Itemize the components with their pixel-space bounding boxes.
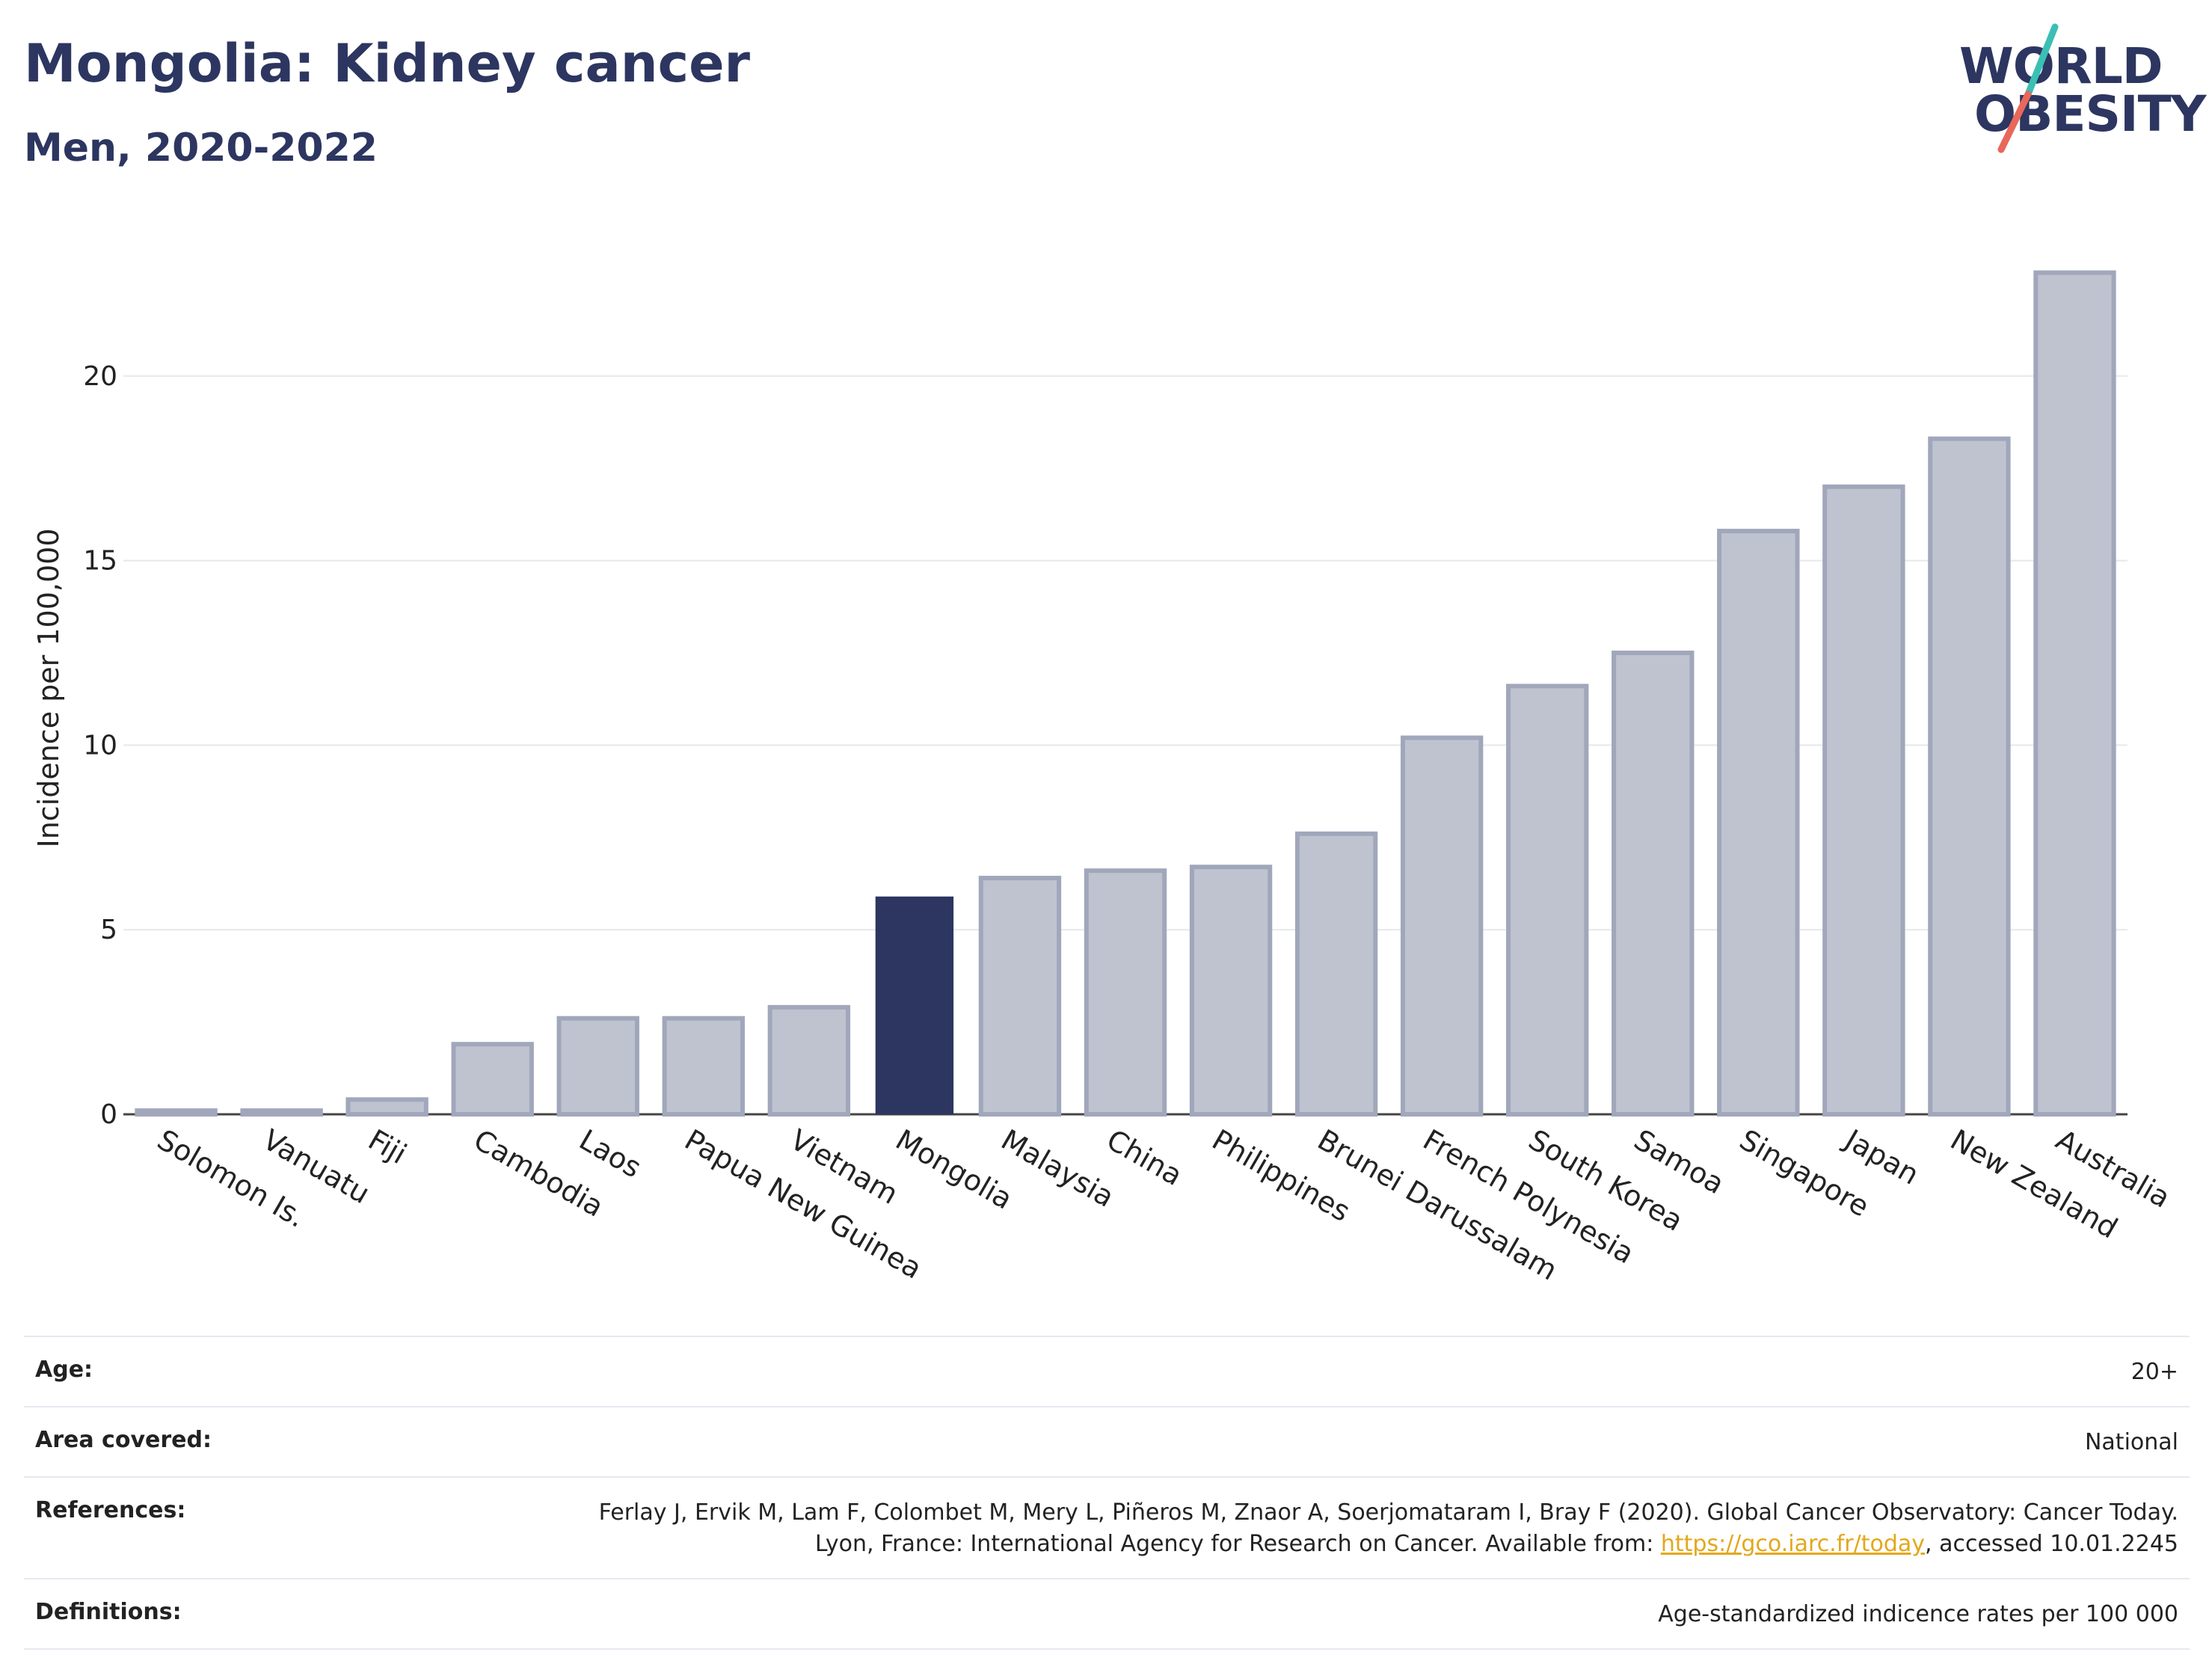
- definitions-label: Definitions:: [35, 1599, 182, 1625]
- bar-singapore[interactable]: [1717, 529, 1800, 1117]
- definitions-value: Age-standardized indicence rates per 100…: [1658, 1601, 2178, 1627]
- bar-vanuatu[interactable]: [240, 1108, 323, 1117]
- y-tick-label: 0: [100, 1099, 117, 1130]
- references-accessed: , accessed 10.01.2245: [1925, 1531, 2178, 1557]
- bar-south-korea[interactable]: [1506, 684, 1589, 1117]
- y-axis-title: Incidence per 100,000: [32, 528, 65, 847]
- bar-solomon-is[interactable]: [135, 1108, 218, 1117]
- bar-vietnam[interactable]: [767, 1004, 851, 1117]
- world-obesity-logo: WORLD OBESITY: [1944, 22, 2206, 165]
- bar-australia[interactable]: [2033, 270, 2116, 1117]
- logo-line-2: OBESITY: [1974, 85, 2206, 143]
- bar-papua-new-guinea[interactable]: [662, 1016, 745, 1117]
- references-label: References:: [35, 1497, 186, 1523]
- meta-row-definitions: Definitions: Age-standardized indicence …: [24, 1578, 2190, 1650]
- chart-title: Mongolia: Kidney cancer: [24, 33, 751, 94]
- bar-philippines[interactable]: [1189, 865, 1273, 1117]
- references-value: Ferlay J, Ervik M, Lam F, Colombet M, Me…: [533, 1497, 2178, 1560]
- meta-row-area: Area covered: National: [24, 1406, 2190, 1476]
- meta-row-age: Age: 20+: [24, 1336, 2190, 1406]
- x-tick-label: Fiji: [363, 1123, 412, 1170]
- bar-brunei-darussalam[interactable]: [1294, 831, 1378, 1117]
- y-tick-label: 15: [83, 546, 117, 577]
- bar-mongolia[interactable]: [875, 896, 954, 1114]
- x-tick-label: Mongolia: [890, 1123, 1018, 1216]
- age-value: 20+: [2130, 1359, 2178, 1385]
- bar-laos[interactable]: [556, 1016, 639, 1117]
- x-tick-label: Laos: [574, 1123, 647, 1185]
- references-text: Ferlay J, Ervik M, Lam F, Colombet M, Me…: [598, 1499, 2178, 1557]
- meta-row-references: References: Ferlay J, Ervik M, Lam F, Co…: [24, 1476, 2190, 1578]
- y-tick-label: 5: [100, 915, 117, 945]
- age-label: Age:: [35, 1357, 93, 1383]
- bar-new-zealand[interactable]: [1928, 436, 2011, 1117]
- bar-japan[interactable]: [1822, 484, 1905, 1117]
- bar-fiji[interactable]: [345, 1097, 428, 1117]
- y-tick-label: 10: [83, 730, 117, 761]
- y-tick-labels: 0 5 10 15 20: [83, 361, 117, 1130]
- bar-french-polynesia[interactable]: [1400, 735, 1484, 1117]
- logo-slash-icon: [1997, 23, 2059, 153]
- area-label: Area covered:: [35, 1427, 212, 1453]
- bar-samoa[interactable]: [1612, 650, 1695, 1117]
- bar-cambodia[interactable]: [451, 1042, 534, 1117]
- bar-china[interactable]: [1084, 868, 1167, 1117]
- logo-line-1: WORLD: [1959, 37, 2163, 95]
- chart-subtitle: Men, 2020-2022: [24, 126, 378, 171]
- chart-metadata-table: Age: 20+ Area covered: National Referenc…: [24, 1336, 2190, 1650]
- area-value: National: [2084, 1429, 2178, 1455]
- bar-malaysia[interactable]: [978, 876, 1062, 1117]
- x-tick-label: Malaysia: [995, 1123, 1119, 1214]
- references-link[interactable]: https://gco.iarc.fr/today: [1660, 1531, 1926, 1557]
- bars: [135, 270, 2116, 1117]
- y-tick-label: 20: [83, 361, 117, 392]
